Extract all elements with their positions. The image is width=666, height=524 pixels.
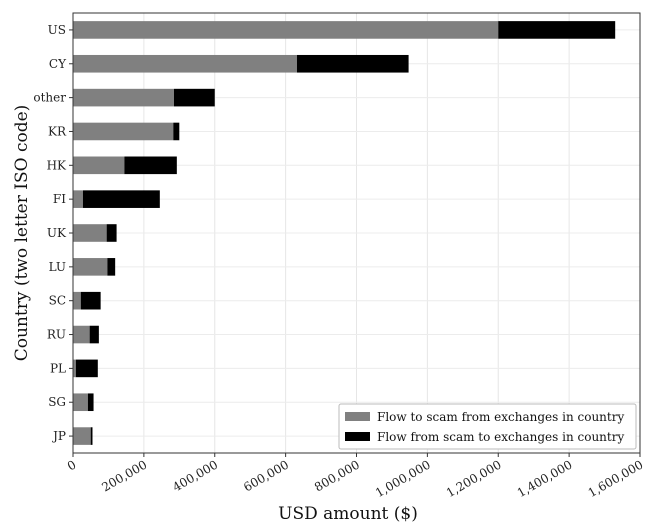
bar-sc-from-scam — [80, 291, 101, 310]
bar-hk-from-scam — [124, 156, 177, 175]
bar-hk-to-scam — [73, 156, 125, 175]
bar-uk-to-scam — [73, 224, 107, 242]
bar-fi-to-scam — [73, 190, 83, 208]
legend: Flow to scam from exchanges in country F… — [338, 403, 637, 450]
y-tick-label: LU — [49, 260, 66, 274]
bar-lu-to-scam — [73, 258, 108, 276]
bar-other-to-scam — [73, 88, 174, 107]
bar-sc-to-scam — [73, 291, 81, 310]
x-tick-label: 1,600,000 — [586, 457, 646, 500]
bar-kr-to-scam — [73, 122, 174, 141]
bars — [73, 21, 616, 445]
x-tick-label: 0 — [65, 457, 79, 473]
y-tick-label: UK — [47, 226, 67, 240]
bar-other-from-scam — [173, 88, 215, 107]
bar-pl-from-scam — [75, 359, 98, 378]
legend-box — [338, 403, 637, 450]
x-tick-label: 400,000 — [170, 457, 220, 494]
y-tick-label: US — [48, 23, 66, 37]
bar-kr-from-scam — [173, 122, 180, 141]
bar-sg-to-scam — [73, 393, 88, 412]
y-axis-label: Country (two letter ISO code) — [12, 105, 32, 362]
x-tick-label: 1,200,000 — [444, 457, 504, 500]
legend-label-flow-to-scam: Flow to scam from exchanges in country — [377, 410, 624, 424]
y-tick-label: RU — [47, 328, 66, 342]
legend-label-flow-from-scam: Flow from scam to exchanges in country — [377, 430, 624, 444]
x-axis-ticks: 0 200,000 400,000 600,000 800,000 1,000,000 1,… — [65, 453, 646, 500]
bar-sg-from-scam — [87, 393, 94, 412]
y-tick-label: PL — [50, 361, 66, 375]
y-tick-label: other — [33, 91, 66, 105]
bar-cy-to-scam — [73, 54, 297, 73]
bar-uk-from-scam — [106, 224, 117, 242]
y-tick-label: CY — [49, 57, 67, 71]
bar-us-to-scam — [73, 21, 499, 39]
bar-ru-from-scam — [89, 325, 99, 344]
bar-pl-to-scam — [73, 359, 76, 378]
x-tick-label: 200,000 — [99, 457, 149, 494]
bar-us-from-scam — [498, 21, 616, 39]
bar-ru-to-scam — [73, 325, 90, 344]
y-tick-label: SC — [49, 294, 66, 308]
x-tick-label: 1,000,000 — [373, 457, 433, 500]
y-tick-label: HK — [47, 158, 67, 172]
legend-swatch-flow-from-scam — [345, 432, 370, 441]
y-tick-label: KR — [48, 124, 67, 138]
bar-jp-to-scam — [73, 427, 91, 445]
y-tick-label: FI — [53, 192, 66, 206]
bar-fi-from-scam — [82, 190, 160, 208]
y-tick-label: JP — [51, 429, 66, 443]
x-tick-label: 600,000 — [241, 457, 291, 494]
y-axis-ticks: US CY other KR HK FI UK LU SC RU PL SG JP — [33, 23, 73, 443]
x-tick-label: 1,400,000 — [515, 457, 575, 500]
x-tick-label: 800,000 — [312, 457, 362, 494]
bar-jp-from-scam — [90, 427, 93, 445]
grid — [72, 13, 641, 453]
bar-lu-from-scam — [107, 258, 116, 276]
legend-swatch-flow-to-scam — [345, 412, 370, 421]
bar-cy-from-scam — [296, 54, 409, 73]
x-axis-label: USD amount ($) — [278, 504, 418, 524]
y-tick-label: SG — [48, 395, 66, 409]
